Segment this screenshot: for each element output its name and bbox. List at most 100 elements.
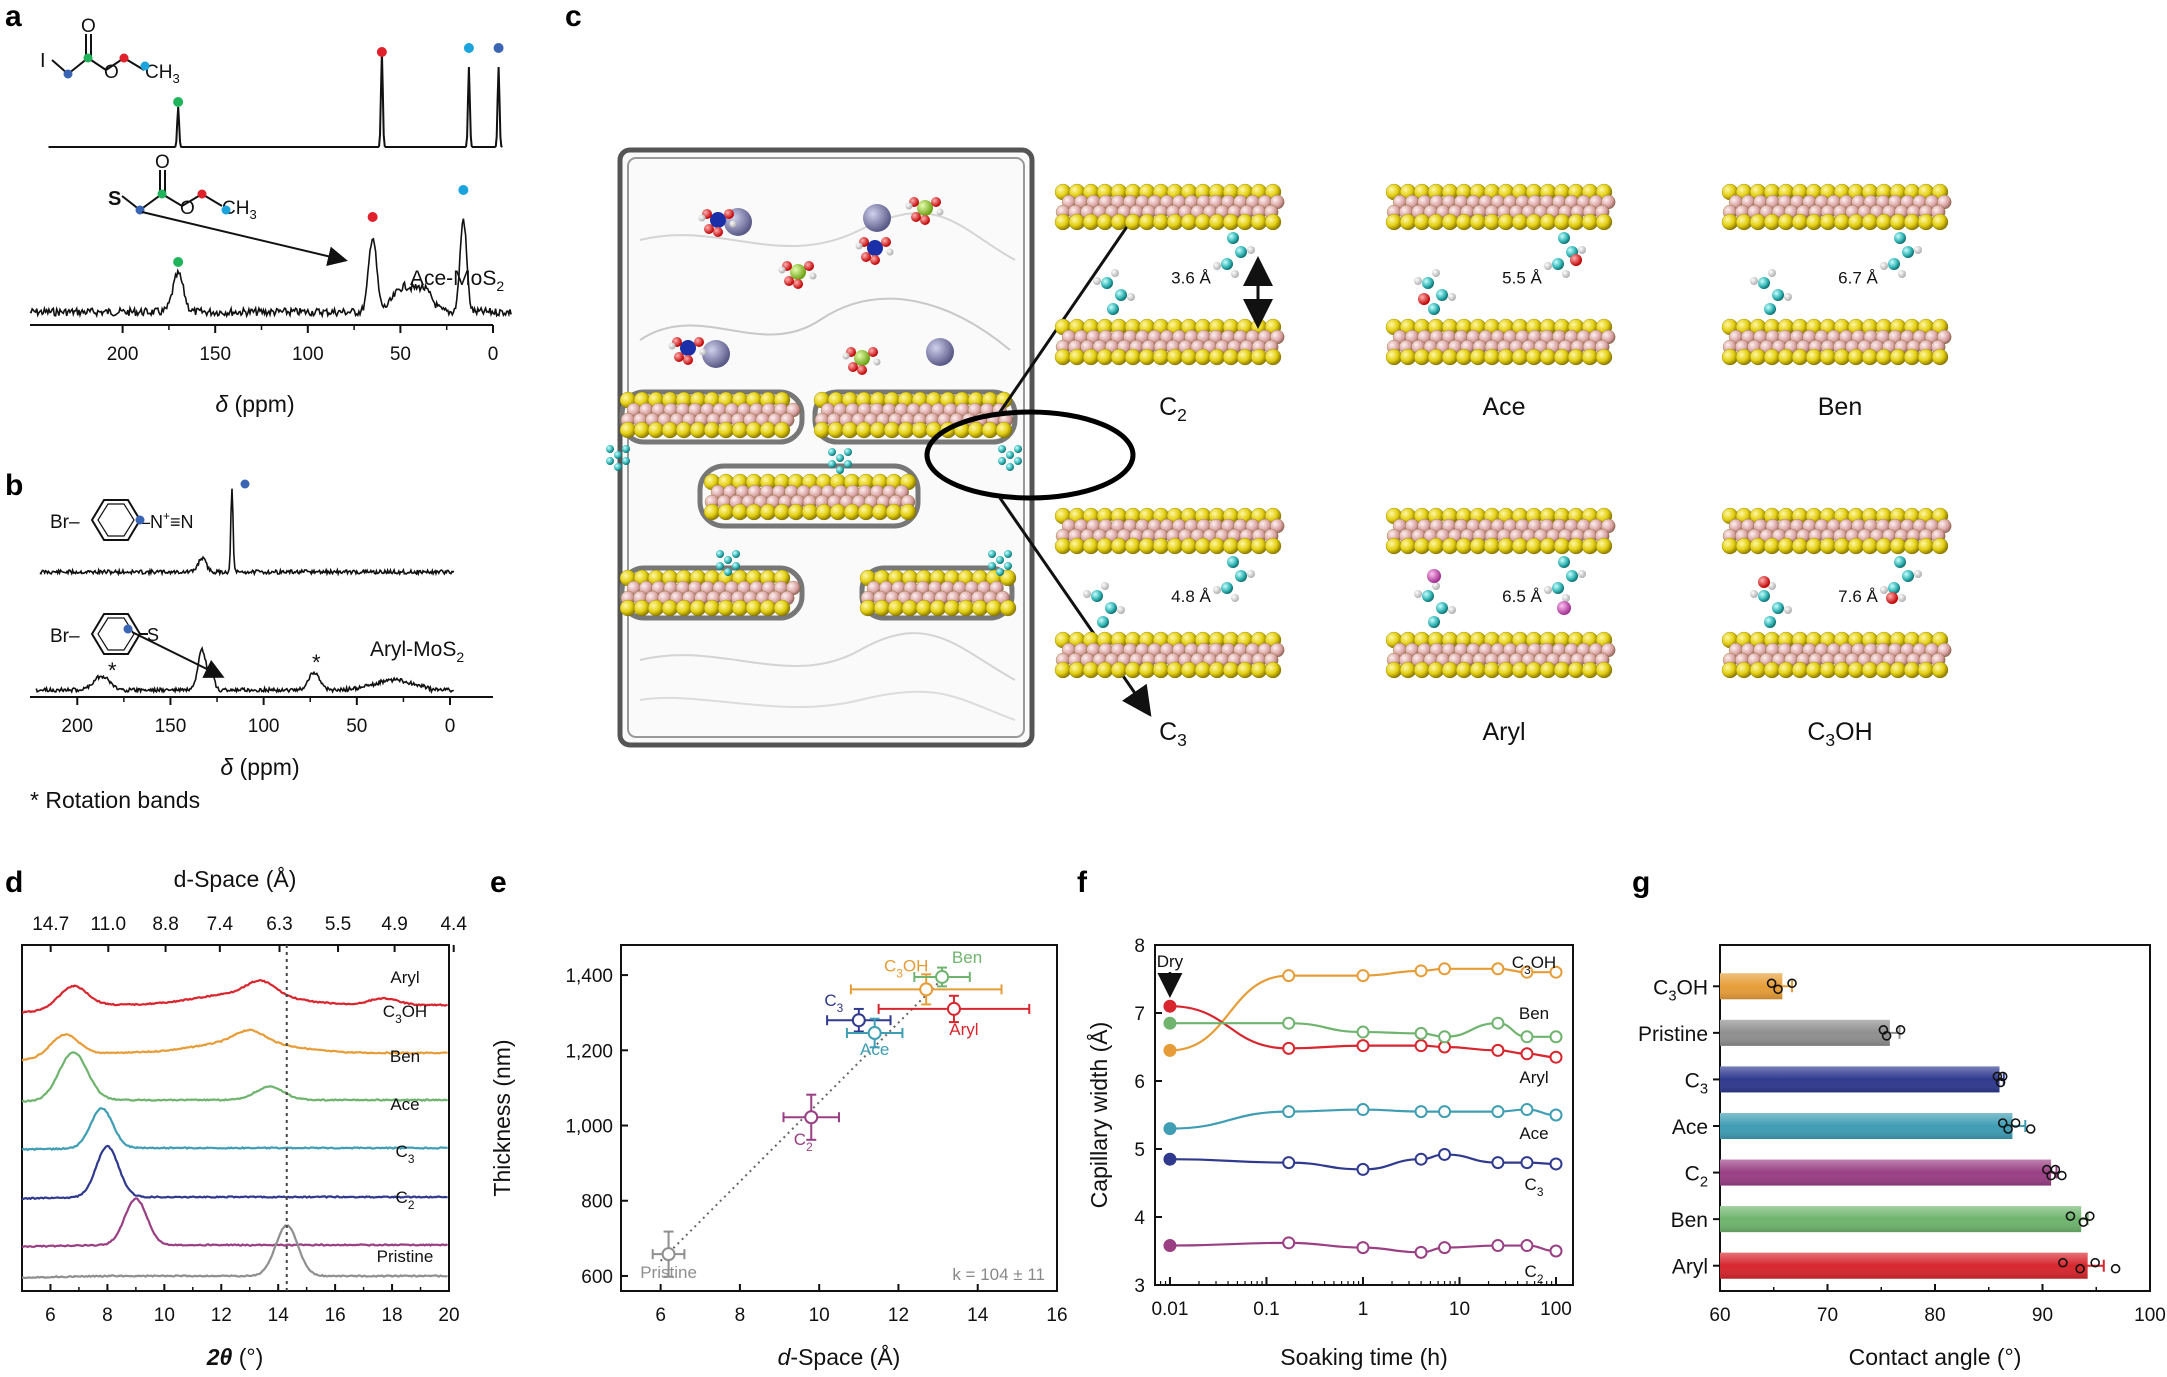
bar-shade	[1720, 1019, 1890, 1046]
distance-label: 5.5 Å	[1502, 269, 1542, 288]
carbon-atom	[1772, 289, 1784, 301]
x-tick-label: 80	[1924, 1305, 1945, 1326]
oxygen-atom	[704, 224, 714, 234]
sulfur-atom	[1096, 537, 1114, 555]
replicate-point	[2050, 1164, 2061, 1175]
sulfur-atom	[885, 503, 903, 521]
carbon-atom	[1235, 570, 1247, 582]
hydrogen-atom	[1231, 270, 1239, 278]
dry-annotation: Dry	[1157, 952, 1184, 971]
point	[1520, 1047, 1534, 1061]
panel-f-y-label: Capillary width (Å)	[1085, 1022, 1112, 1209]
sulfur-atom	[1917, 213, 1935, 231]
xrd-curves: Aryl C3OH Ben Ace C3 C2 Pristine	[21, 968, 448, 1280]
hydrogen-atom	[1750, 277, 1758, 285]
sulfur-atom	[1539, 537, 1557, 555]
carbon-atom	[1107, 303, 1119, 315]
sulfur-atom	[1483, 661, 1501, 679]
oxygen-atom	[804, 261, 814, 271]
oxygen-atom	[931, 197, 941, 207]
sulfur-atom	[1805, 661, 1823, 679]
x-tick-label: 50	[390, 344, 411, 365]
nmr-peak-markers-ace	[173, 185, 469, 267]
sulfur-atom	[859, 599, 877, 617]
xrd-label-pristine: Pristine	[377, 1247, 434, 1266]
sulfur-atom	[1138, 348, 1156, 366]
sulfur-atom	[1413, 661, 1431, 679]
top-tick-label: 11.0	[90, 914, 126, 935]
x-tick-label: 18	[381, 1305, 402, 1326]
hydrogen-atom	[1414, 590, 1422, 598]
sulfur-atom	[1385, 661, 1403, 679]
iodine-atom	[1427, 569, 1441, 583]
sulfur-atom	[647, 421, 665, 439]
line-label-c3: C3	[1525, 1175, 1544, 1199]
sulfur-atom	[1264, 661, 1282, 679]
sulfur-atom	[689, 599, 707, 617]
sulfur-atom	[1833, 537, 1851, 555]
point	[1438, 1241, 1452, 1255]
sulfur-atom	[1567, 348, 1585, 366]
iodine-atom	[1557, 601, 1571, 615]
hydrogen-atom	[873, 358, 881, 366]
panel-g-contact-angle: 60 70 80 90 100 C3OH Pristine C3 Ace C2 Ben Aryl Co…	[1638, 944, 2166, 1370]
y-tick-label: 4	[1134, 1208, 1145, 1229]
sulfur-atom	[1264, 213, 1282, 231]
y-tick-label: 7	[1134, 1004, 1145, 1025]
point	[1520, 1103, 1534, 1117]
bar-shade	[1720, 1252, 2088, 1279]
sulfur-atom	[1903, 213, 1921, 231]
sulfur-atom	[1497, 661, 1515, 679]
point	[1163, 999, 1177, 1013]
sulfur-atom	[1222, 348, 1240, 366]
replicate-point	[1881, 1031, 1892, 1041]
sulfur-atom	[1427, 537, 1445, 555]
point	[1163, 1016, 1177, 1030]
point	[1438, 1105, 1452, 1119]
sulfur-atom	[1082, 661, 1100, 679]
x-tick-label: 10	[809, 1305, 830, 1326]
panel-label-c: c	[565, 0, 582, 33]
sulfur-atom	[1385, 348, 1403, 366]
sulfur-atom	[1525, 213, 1543, 231]
sulfur-atom	[675, 599, 693, 617]
sulfur-atom	[1889, 661, 1907, 679]
line-label-c3oh: C3OH	[1512, 953, 1556, 977]
x-tick-label: 0.01	[1151, 1299, 1188, 1320]
sulfur-atom	[871, 503, 889, 521]
point-label-aryl: Aryl	[949, 1020, 978, 1039]
sulfur-atom	[1581, 537, 1599, 555]
solvent-shell	[697, 463, 921, 529]
category-label-aryl: Aryl	[1672, 1256, 1708, 1279]
panel-label-b: b	[5, 469, 23, 502]
top-tick-label: 5.5	[325, 914, 351, 935]
oxygen-atom	[674, 352, 684, 362]
sulfur-atom	[1847, 537, 1865, 555]
sulfur-atom	[1819, 348, 1837, 366]
point	[1491, 962, 1505, 976]
br-label-1: Br–	[50, 512, 80, 533]
oxygen-atom	[857, 365, 867, 375]
point	[1414, 1105, 1428, 1119]
carbon-atom	[836, 466, 844, 474]
sulfur-atom	[1497, 213, 1515, 231]
sulfur-atom	[1777, 213, 1795, 231]
sulfur-atom	[1791, 537, 1809, 555]
sulfur-atom	[1068, 537, 1086, 555]
x-tick-label: 200	[107, 344, 139, 365]
panel-e-axes: 6 8 10 12 14 16 600 800 1,000 1,200 1,400	[565, 966, 1067, 1326]
point-c3	[851, 1013, 866, 1028]
point-ben	[935, 969, 950, 984]
sulfur-atom	[1138, 661, 1156, 679]
carbon-atom	[1902, 246, 1914, 258]
sulfur-atom	[1553, 213, 1571, 231]
panel-e-x-label: d-Space (Å)	[778, 1343, 901, 1370]
carbon-atom	[1758, 590, 1770, 602]
solvent-shell	[812, 389, 1018, 445]
category-label-c2: C2	[1685, 1163, 1708, 1191]
sulfur-atom	[1931, 537, 1949, 555]
point	[1549, 1157, 1563, 1171]
carbon-atom	[724, 556, 732, 564]
ace-mos2-label: Ace-MoS2	[410, 267, 504, 294]
sulfur-atom	[1749, 348, 1767, 366]
